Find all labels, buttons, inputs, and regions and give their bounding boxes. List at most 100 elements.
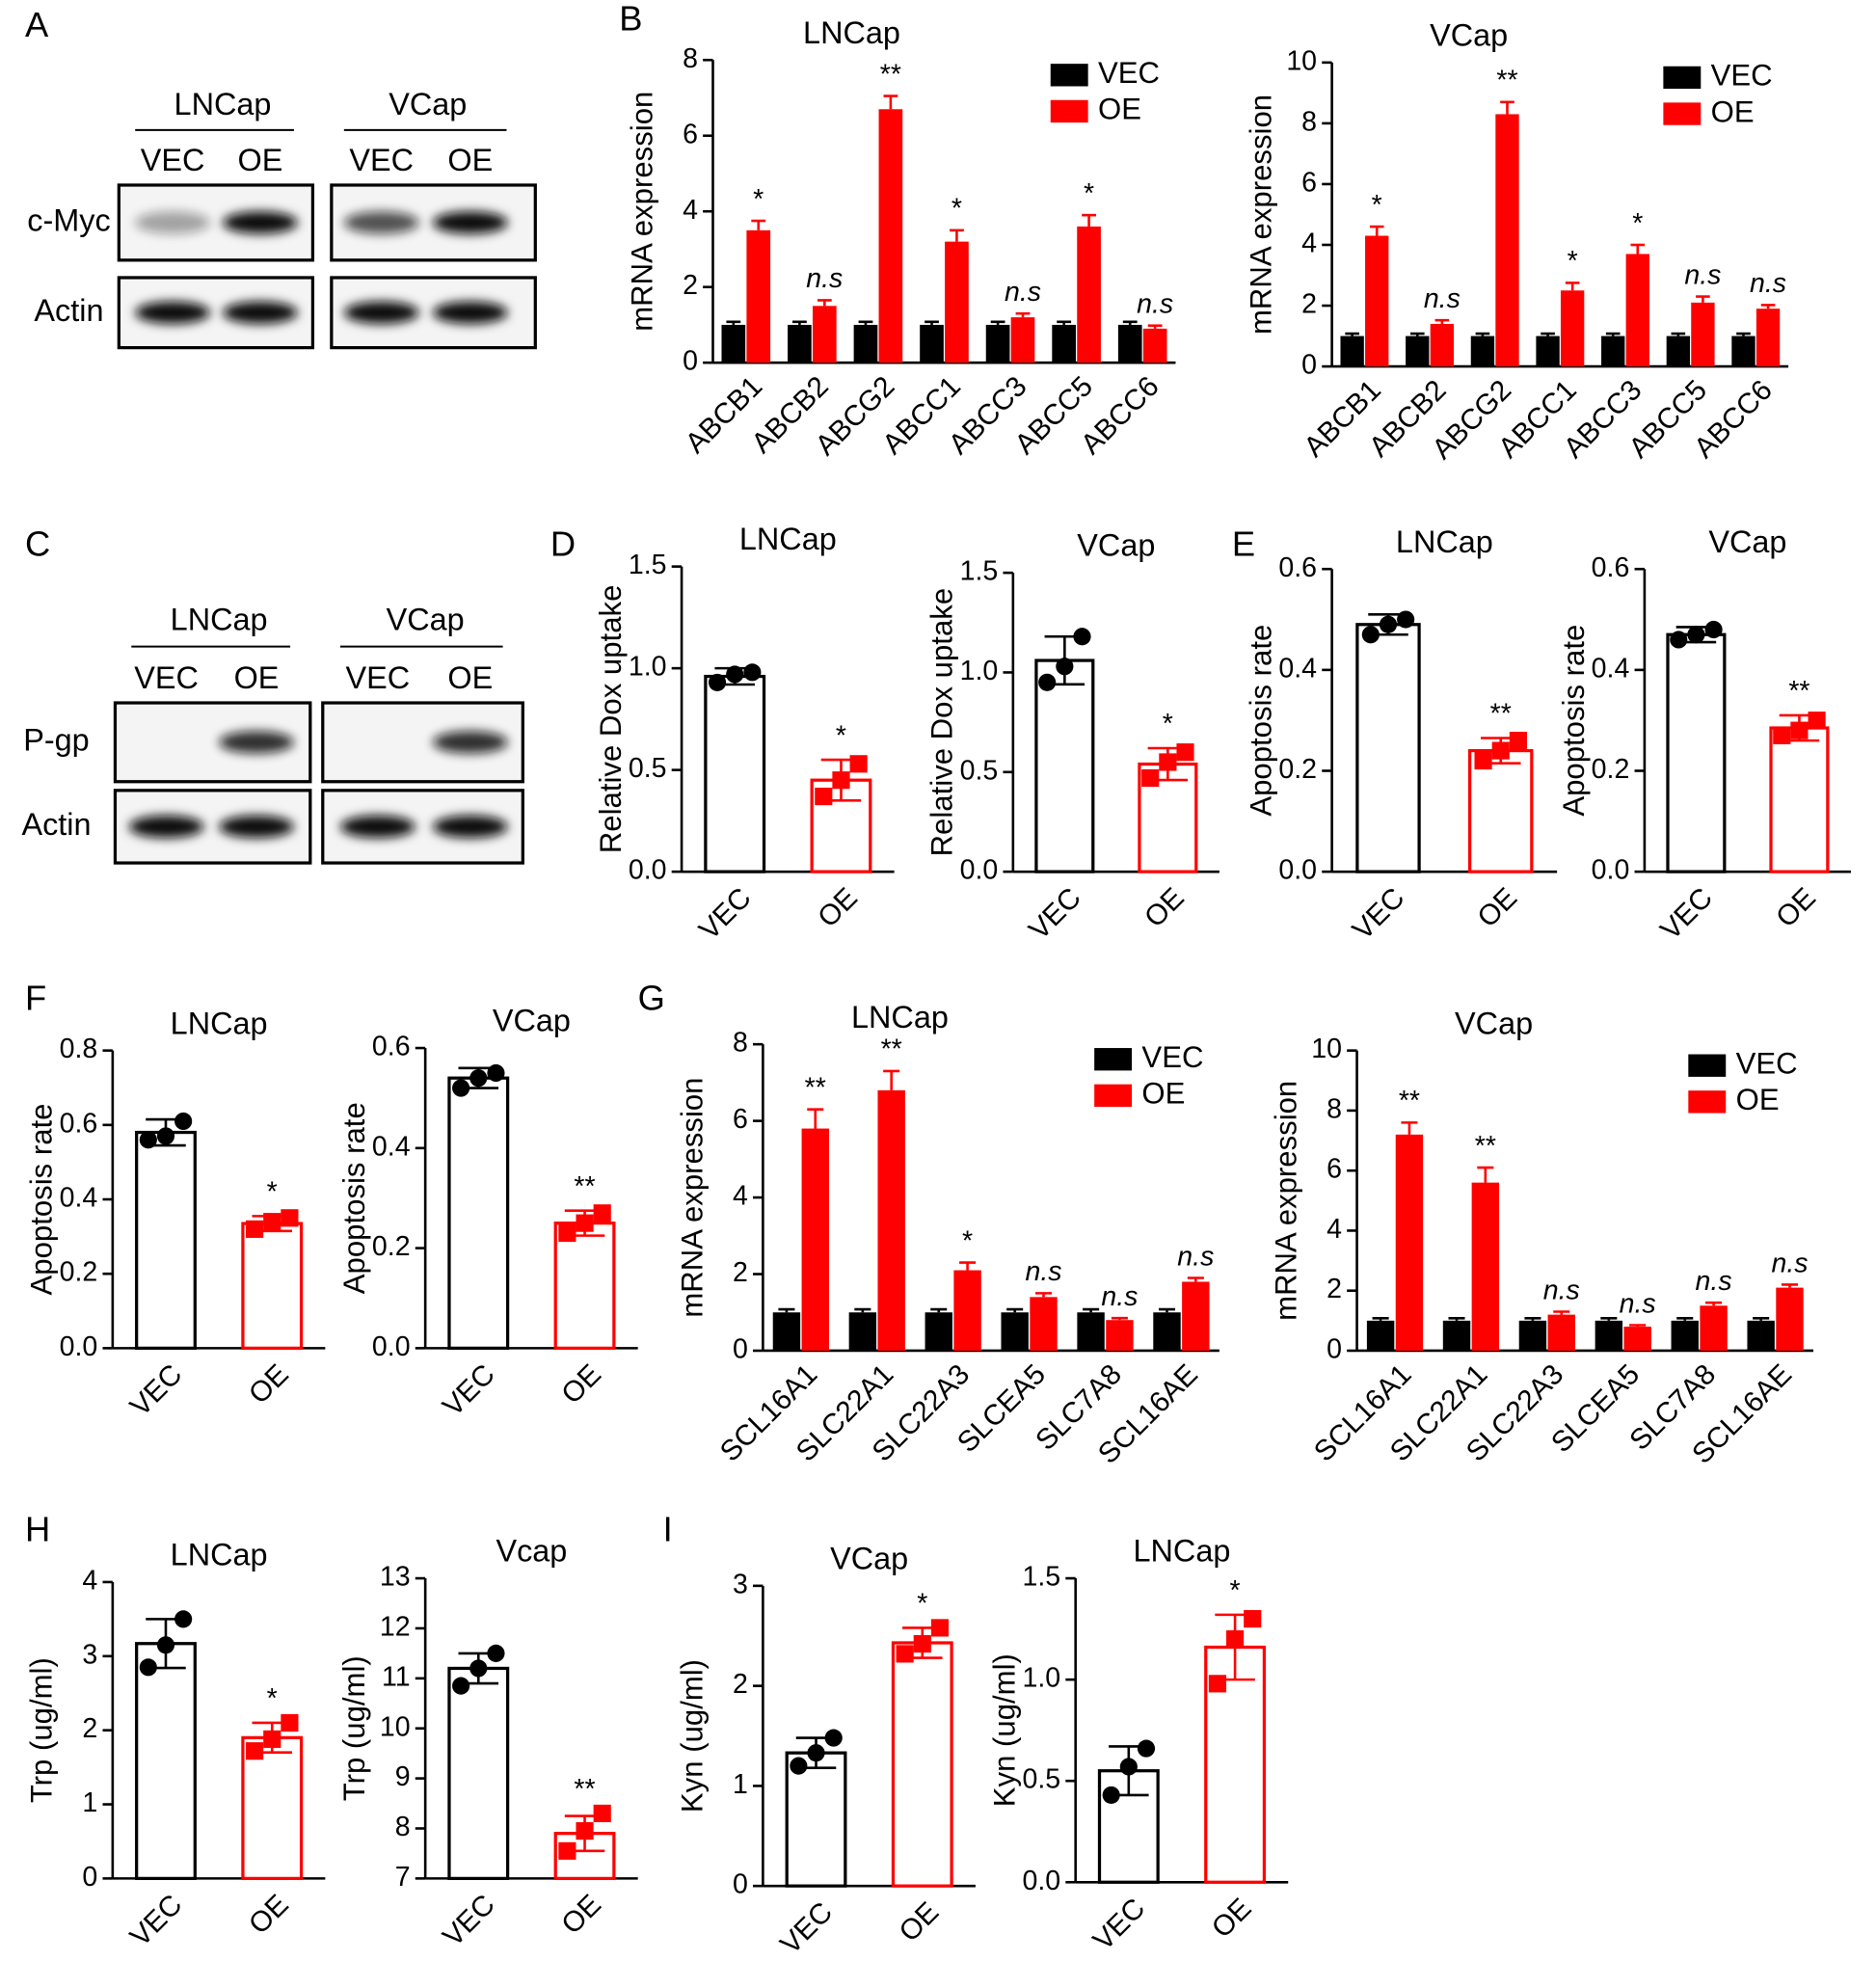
x-tick-label: VEC (1347, 882, 1411, 947)
chart-title: VCap (1708, 524, 1786, 559)
bar (1355, 623, 1421, 873)
bar (1365, 235, 1389, 367)
significance: n.s (1696, 1266, 1732, 1297)
y-tick-label: 0 (733, 1869, 748, 1900)
bar (1691, 302, 1715, 367)
data-point (263, 1213, 281, 1231)
y-tick-label: 0.2 (1592, 754, 1630, 785)
legend-swatch (1094, 1048, 1133, 1071)
chart-title: VCap (1077, 528, 1155, 563)
data-point (469, 1659, 488, 1678)
x-tick-label: OE (243, 1358, 295, 1410)
y-tick-label: 4 (1327, 1214, 1342, 1245)
significance: ** (880, 59, 901, 90)
data-point (174, 1112, 193, 1131)
y-tick-label: 0.6 (1592, 552, 1630, 583)
bar (1034, 658, 1095, 873)
y-tick-label: 1.5 (960, 556, 999, 587)
bar (1625, 254, 1649, 367)
data-point (1790, 721, 1809, 739)
x-tick-label: VEC (437, 1889, 501, 1953)
bar (721, 324, 746, 363)
legend-swatch (1663, 102, 1702, 125)
significance: * (1084, 178, 1094, 209)
bar (1030, 1297, 1058, 1351)
data-point (593, 1204, 611, 1222)
significance: ** (1490, 699, 1512, 730)
legend-swatch (1688, 1054, 1727, 1077)
y-tick-label: 11 (382, 1661, 411, 1692)
y-tick-label: 0.0 (372, 1331, 411, 1362)
significance: n.s (1424, 283, 1461, 314)
y-axis-label: Relative Dox uptake (925, 588, 959, 857)
y-tick-label: 0.4 (1592, 653, 1630, 684)
significance: n.s (1137, 289, 1173, 320)
y-tick-label: 0.4 (1278, 653, 1317, 684)
legend-swatch (1688, 1090, 1727, 1114)
bar (920, 324, 944, 363)
bar (1406, 336, 1430, 367)
chart-title: LNCap (739, 522, 837, 556)
lane-label: VEC (141, 143, 205, 177)
significance: * (1372, 190, 1382, 221)
data-point (1159, 753, 1177, 771)
blot-group-label: VCap (389, 87, 467, 121)
panel-label: F (25, 978, 46, 1017)
significance: ** (805, 1072, 826, 1103)
y-tick-label: 2 (1327, 1274, 1342, 1304)
y-tick-label: 8 (1327, 1093, 1342, 1124)
data-point (1808, 712, 1826, 730)
panel-label: C (25, 524, 50, 563)
blot-band (432, 301, 508, 324)
row-label: P-gp (23, 722, 89, 757)
bar (1700, 1305, 1728, 1351)
legend-swatch (1050, 64, 1088, 87)
data-point (452, 1079, 470, 1097)
chart-title: VCap (1430, 17, 1508, 52)
legend-label: OE (1141, 1077, 1185, 1111)
significance: ** (574, 1171, 595, 1202)
y-tick-label: 0.0 (960, 855, 999, 886)
bar (135, 1642, 197, 1881)
significance: ** (1788, 676, 1809, 707)
blot-band (219, 731, 294, 754)
bar (1547, 1314, 1575, 1351)
blot-band (339, 815, 415, 839)
significance: n.s (1684, 259, 1721, 290)
x-tick-label: OE (1770, 882, 1822, 934)
data-point (246, 1742, 264, 1760)
data-point (487, 1063, 505, 1083)
data-point (1244, 1610, 1262, 1628)
row-label: Actin (21, 807, 91, 842)
y-tick-label: 1.0 (1022, 1663, 1060, 1694)
data-point (1208, 1675, 1227, 1693)
significance: * (951, 194, 962, 225)
bar (1010, 317, 1035, 363)
data-point (469, 1069, 488, 1088)
bar (785, 1751, 847, 1888)
x-tick-label: OE (555, 1358, 607, 1410)
significance: n.s (1771, 1248, 1808, 1278)
significance: n.s (1101, 1281, 1138, 1312)
legend-swatch (1050, 99, 1088, 123)
y-tick-label: 6 (683, 119, 698, 149)
x-tick-label: VEC (437, 1358, 501, 1423)
y-tick-label: 4 (733, 1181, 748, 1212)
data-point (1119, 1758, 1138, 1776)
data-point (1704, 620, 1723, 639)
y-tick-label: 2 (733, 1669, 748, 1700)
chart-title: VCap (830, 1541, 908, 1575)
bar (1001, 1312, 1029, 1351)
chart-title: LNCap (1396, 524, 1493, 559)
significance: * (1632, 208, 1643, 239)
panel-label: E (1232, 524, 1255, 563)
y-axis-label: mRNA expression (1269, 1081, 1302, 1321)
row-label: Actin (34, 293, 103, 328)
y-tick-label: 1 (733, 1769, 748, 1800)
data-point (593, 1804, 611, 1823)
significance: * (962, 1225, 973, 1256)
bar (891, 1641, 953, 1888)
y-tick-label: 2 (683, 270, 698, 301)
x-tick-label: OE (893, 1896, 945, 1948)
